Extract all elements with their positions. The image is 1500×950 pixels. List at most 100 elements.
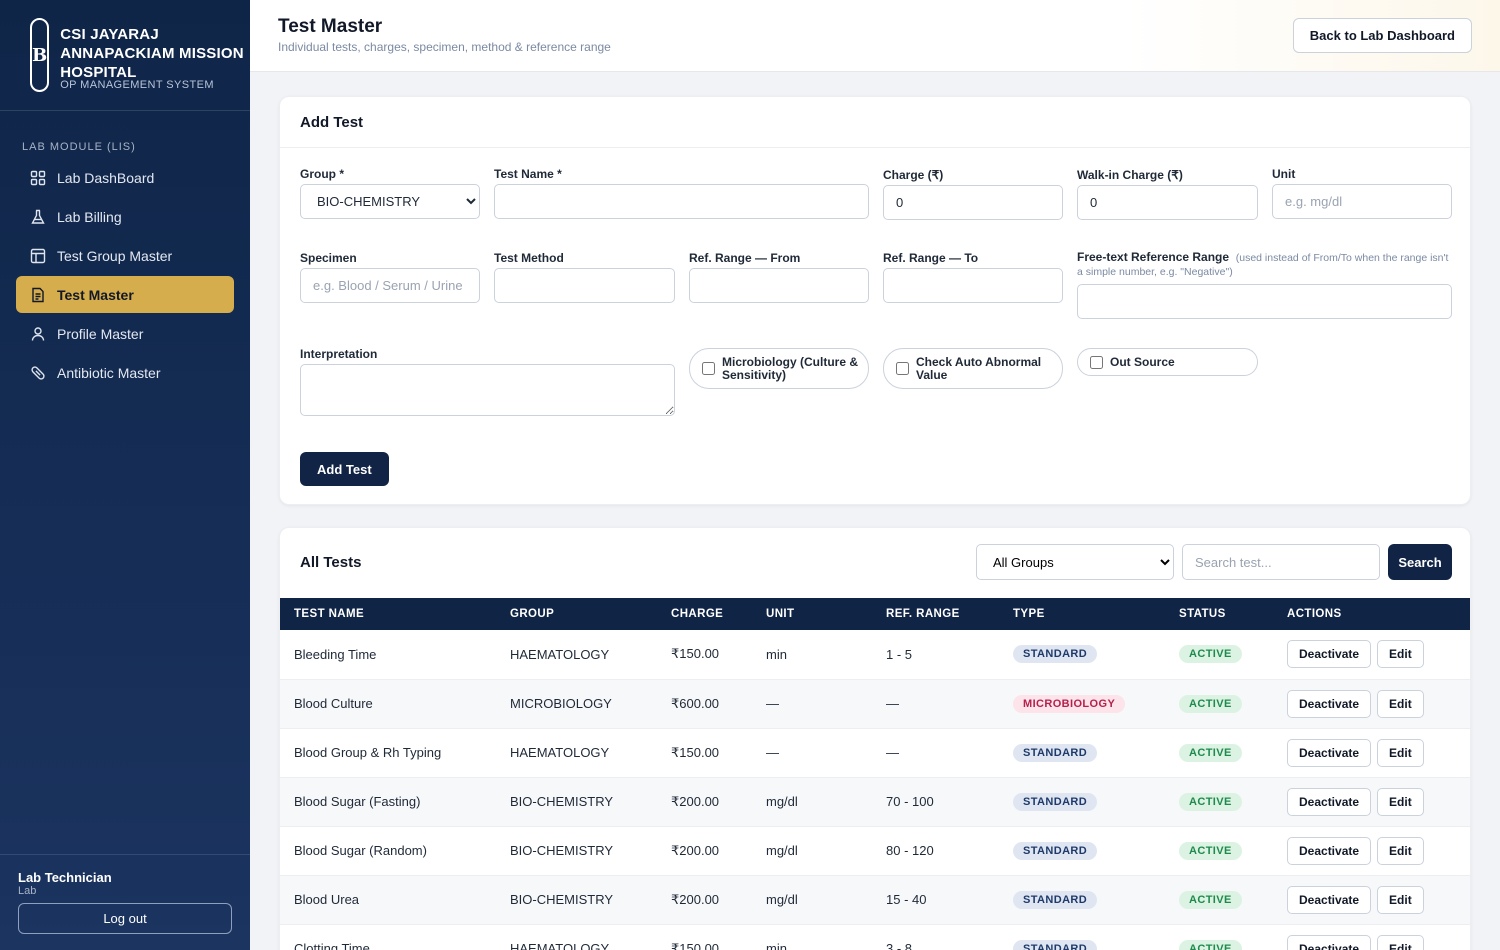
type-badge: STANDARD bbox=[1013, 792, 1098, 811]
sidebar-item-lab-billing[interactable]: Lab Billing bbox=[16, 198, 234, 235]
walkin-charge-input[interactable] bbox=[1077, 185, 1258, 220]
system-name: OP MANAGEMENT SYSTEM bbox=[60, 79, 214, 91]
deactivate-button[interactable]: Deactivate bbox=[1287, 885, 1372, 914]
edit-button[interactable]: Edit bbox=[1377, 689, 1424, 718]
sidebar-item-label: Antibiotic Master bbox=[57, 364, 161, 381]
test-name-input[interactable] bbox=[494, 184, 869, 219]
col-ref-range: REF. RANGE bbox=[886, 608, 960, 620]
user-role: Lab bbox=[18, 885, 37, 897]
group-cell: BIO-CHEMISTRY bbox=[496, 826, 657, 876]
back-to-dashboard-button[interactable]: Back to Lab Dashboard bbox=[1292, 18, 1472, 53]
ref-range-to-label: Ref. Range — To bbox=[883, 251, 979, 265]
sidebar-item-profile-master[interactable]: Profile Master bbox=[16, 315, 234, 352]
all-tests-card: All Tests All Groups Search TEST NAME GR… bbox=[279, 527, 1471, 950]
edit-button[interactable]: Edit bbox=[1377, 885, 1424, 914]
ref-range-cell: — bbox=[872, 679, 999, 729]
edit-button[interactable]: Edit bbox=[1377, 934, 1424, 950]
type-badge: STANDARD bbox=[1013, 939, 1098, 950]
page-header: Test Master Individual tests, charges, s… bbox=[250, 0, 1500, 72]
document-icon bbox=[32, 287, 44, 302]
type-badge: STANDARD bbox=[1013, 841, 1098, 860]
test-name-label: Test Name * bbox=[494, 167, 562, 181]
auto-abnormal-toggle[interactable]: Check Auto Abnormal Value bbox=[883, 348, 1063, 389]
ref-range-from-input[interactable] bbox=[689, 268, 869, 303]
charge-cell: ₹150.00 bbox=[657, 728, 752, 778]
unit-input[interactable] bbox=[1272, 184, 1452, 219]
group-cell: HAEMATOLOGY bbox=[496, 924, 657, 950]
type-cell: STANDARD bbox=[999, 924, 1165, 950]
deactivate-button[interactable]: Deactivate bbox=[1287, 640, 1372, 669]
sidebar-item-antibiotic-master[interactable]: Antibiotic Master bbox=[16, 354, 234, 391]
module-label: LAB MODULE (LIS) bbox=[22, 141, 136, 153]
type-cell: STANDARD bbox=[999, 826, 1165, 876]
deactivate-button[interactable]: Deactivate bbox=[1287, 836, 1372, 865]
microbiology-toggle[interactable]: Microbiology (Culture & Sensitivity) bbox=[689, 348, 869, 389]
sidebar-item-label: Profile Master bbox=[57, 325, 144, 342]
type-badge: STANDARD bbox=[1013, 743, 1098, 762]
table-row: Blood Sugar (Random) BIO-CHEMISTRY ₹200.… bbox=[280, 826, 1470, 876]
free-text-range-input[interactable] bbox=[1077, 284, 1452, 319]
status-badge: ACTIVE bbox=[1179, 939, 1242, 950]
deactivate-button[interactable]: Deactivate bbox=[1287, 934, 1372, 950]
specimen-input[interactable] bbox=[300, 268, 480, 303]
type-badge: STANDARD bbox=[1013, 645, 1098, 664]
charge-cell: ₹200.00 bbox=[657, 875, 752, 925]
free-text-range-label-text: Free-text Reference Range bbox=[1077, 250, 1230, 264]
charge-cell: ₹150.00 bbox=[657, 924, 752, 950]
test-method-input[interactable] bbox=[494, 268, 675, 303]
charge-cell: ₹200.00 bbox=[657, 826, 752, 876]
col-test-name: TEST NAME bbox=[294, 608, 365, 620]
sidebar: B CSI JAYARAJ ANNAPACKIAM MISSION HOSPIT… bbox=[0, 0, 250, 950]
edit-button[interactable]: Edit bbox=[1377, 640, 1424, 669]
sidebar-item-test-master[interactable]: Test Master bbox=[16, 276, 234, 313]
interpretation-textarea[interactable] bbox=[300, 364, 675, 416]
deactivate-button[interactable]: Deactivate bbox=[1287, 738, 1372, 767]
free-text-range-note: (used instead of From/To when the range … bbox=[1077, 252, 1449, 278]
sidebar-item-lab-dashboard[interactable]: Lab DashBoard bbox=[16, 159, 234, 196]
deactivate-button[interactable]: Deactivate bbox=[1287, 787, 1372, 816]
ref-range-to-input[interactable] bbox=[883, 268, 1063, 303]
search-button[interactable]: Search bbox=[1388, 544, 1452, 580]
sidebar-nav: Lab DashBoard Lab Billing Test Group Mas… bbox=[16, 159, 234, 393]
test-name-cell: Blood Sugar (Random) bbox=[280, 826, 496, 876]
edit-button[interactable]: Edit bbox=[1377, 836, 1424, 865]
group-select[interactable]: BIO-CHEMISTRY bbox=[300, 184, 480, 219]
col-group: GROUP bbox=[510, 608, 555, 620]
group-cell: HAEMATOLOGY bbox=[496, 728, 657, 778]
edit-button[interactable]: Edit bbox=[1377, 738, 1424, 767]
edit-button[interactable]: Edit bbox=[1377, 787, 1424, 816]
group-label: Group * bbox=[300, 167, 344, 181]
sidebar-item-test-group-master[interactable]: Test Group Master bbox=[16, 237, 234, 274]
col-type: TYPE bbox=[1013, 608, 1045, 620]
ref-range-cell: 15 - 40 bbox=[872, 875, 999, 925]
unit-cell: mg/dl bbox=[752, 875, 872, 925]
add-test-button[interactable]: Add Test bbox=[300, 452, 389, 486]
search-input[interactable] bbox=[1182, 544, 1380, 580]
status-badge: ACTIVE bbox=[1179, 792, 1242, 811]
logout-button[interactable]: Log out bbox=[18, 903, 232, 934]
outsource-toggle[interactable]: Out Source bbox=[1077, 348, 1258, 376]
auto-abnormal-checkbox[interactable] bbox=[896, 362, 909, 375]
status-badge: ACTIVE bbox=[1179, 694, 1242, 713]
deactivate-button[interactable]: Deactivate bbox=[1287, 689, 1372, 718]
user-icon bbox=[31, 326, 45, 341]
actions-cell: Deactivate Edit bbox=[1273, 826, 1470, 876]
status-cell: ACTIVE bbox=[1165, 728, 1273, 778]
sidebar-item-label: Lab DashBoard bbox=[57, 169, 155, 186]
charge-cell: ₹150.00 bbox=[657, 630, 752, 680]
group-filter-select[interactable]: All Groups bbox=[976, 544, 1174, 580]
microbiology-checkbox[interactable] bbox=[702, 362, 715, 375]
ref-range-cell: 3 - 8 bbox=[872, 924, 999, 950]
page-subtitle: Individual tests, charges, specimen, met… bbox=[278, 40, 611, 54]
type-cell: STANDARD bbox=[999, 777, 1165, 827]
status-cell: ACTIVE bbox=[1165, 777, 1273, 827]
unit-cell: mg/dl bbox=[752, 826, 872, 876]
hospital-logo: B bbox=[30, 18, 50, 92]
status-badge: ACTIVE bbox=[1179, 645, 1242, 664]
outsource-checkbox[interactable] bbox=[1090, 355, 1103, 369]
test-name-cell: Blood Sugar (Fasting) bbox=[280, 777, 496, 827]
user-panel: Lab Technician Lab Log out bbox=[0, 854, 250, 950]
flask-icon bbox=[31, 209, 45, 224]
charge-input[interactable] bbox=[883, 185, 1063, 220]
test-name-cell: Clotting Time bbox=[280, 924, 496, 950]
